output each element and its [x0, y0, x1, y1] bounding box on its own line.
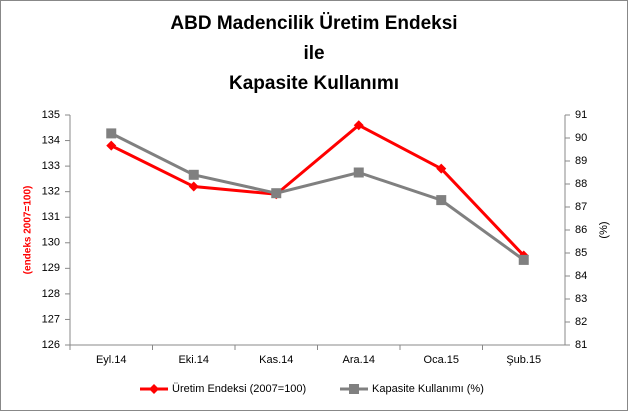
chart-title: Kapasite Kullanımı [229, 73, 399, 94]
y2-tick-label: 87 [575, 201, 587, 213]
y-tick-label: 131 [42, 211, 60, 223]
legend-marker [349, 384, 359, 394]
x-tick-label: Ara.14 [343, 354, 375, 366]
data-point [188, 181, 199, 192]
data-point [353, 120, 364, 131]
y2-tick-label: 88 [575, 178, 587, 190]
data-point [518, 254, 529, 265]
data-point [436, 163, 447, 174]
data-point [106, 140, 117, 151]
data-point [188, 169, 199, 180]
x-tick-label: Oca.15 [424, 354, 459, 366]
series-line [110, 123, 525, 257]
x-tick-label: Eki.14 [178, 354, 209, 366]
y2-tick-label: 83 [575, 293, 587, 305]
y2-tick-label: 86 [575, 224, 587, 236]
y-tick-label: 126 [42, 339, 60, 351]
y-tick-label: 132 [42, 186, 60, 198]
x-tick-label: Kas.14 [259, 354, 293, 366]
y-tick-label: 128 [42, 288, 60, 300]
chart-title: ile [303, 43, 324, 64]
y2-tick-label: 84 [575, 270, 587, 282]
y2-tick-label: 82 [575, 316, 587, 328]
legend-marker [149, 384, 159, 394]
y2-tick-label: 90 [575, 132, 587, 144]
y-tick-label: 130 [42, 237, 60, 249]
y2-tick-label: 81 [575, 339, 587, 351]
data-point [271, 188, 282, 199]
y-tick-label: 134 [42, 134, 60, 146]
x-tick-label: Şub.15 [506, 354, 541, 366]
y-tick-label: 133 [42, 160, 60, 172]
legend-label: Üretim Endeksi (2007=100) [172, 383, 306, 395]
y-tick-label: 129 [42, 262, 60, 274]
series-line [110, 132, 525, 262]
data-point [106, 128, 117, 139]
chart-title: ABD Madencilik Üretim Endeksi [170, 13, 457, 34]
data-point [353, 167, 364, 178]
y2-tick-label: 91 [575, 109, 587, 121]
y2-axis-label: (%) [598, 221, 610, 238]
y-tick-label: 127 [42, 313, 60, 325]
legend-label: Kapasite Kullanımı (%) [372, 383, 484, 395]
x-tick-label: Eyl.14 [96, 354, 127, 366]
y2-tick-label: 85 [575, 247, 587, 259]
y2-tick-label: 89 [575, 155, 587, 167]
y-tick-label: 135 [42, 109, 60, 121]
y-axis-label: (endeks 2007=100) [23, 186, 34, 275]
data-point [436, 195, 447, 206]
